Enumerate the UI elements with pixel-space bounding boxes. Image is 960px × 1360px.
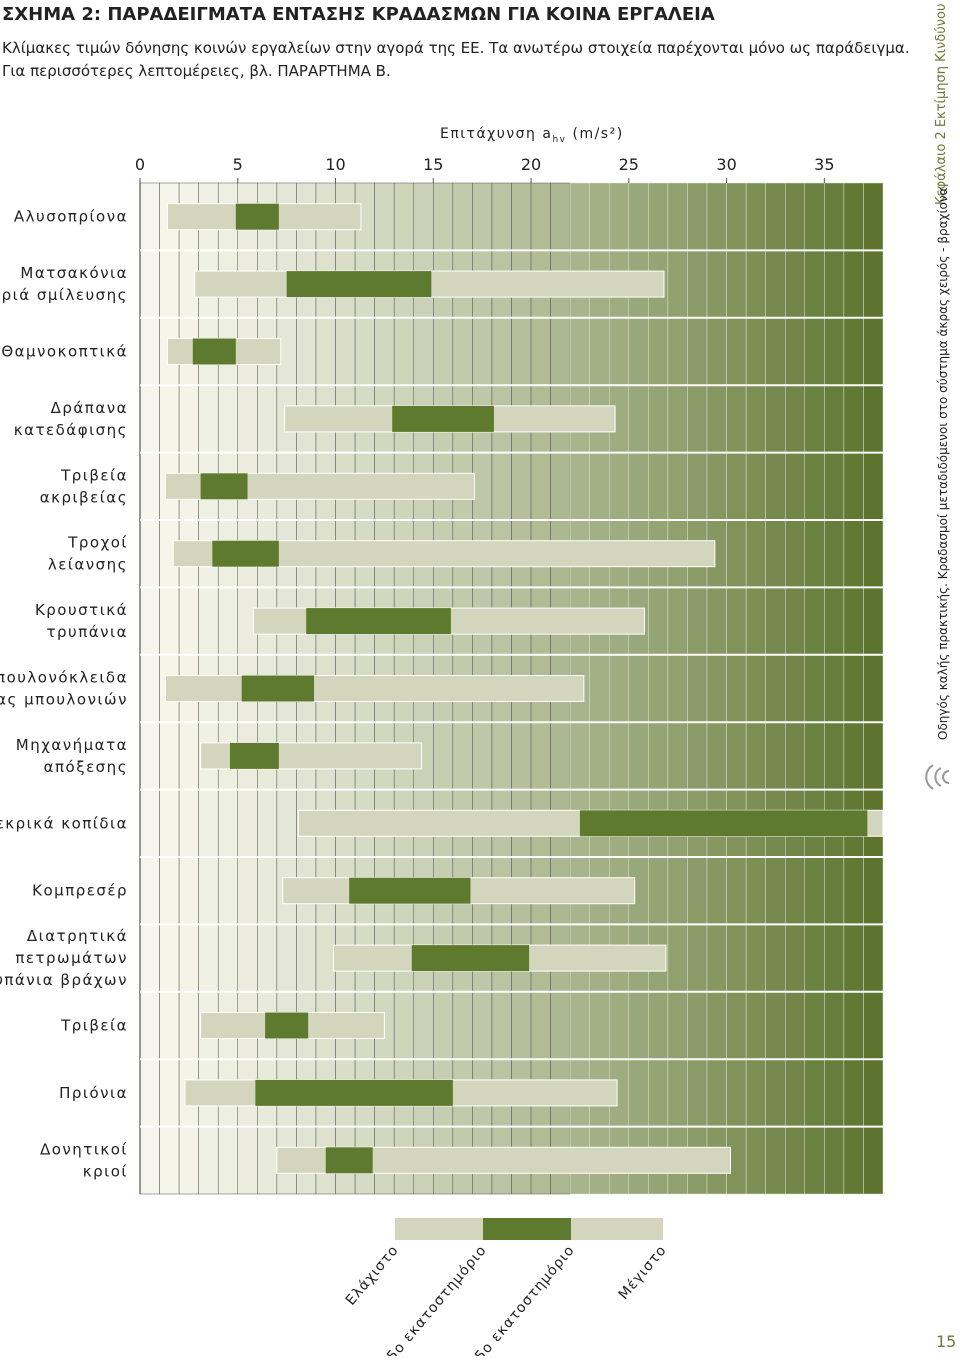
interquartile-bar — [306, 608, 451, 635]
subtitle-line: Κλίμακες τιμών δόνησης κοινών εργαλείων … — [2, 39, 910, 57]
guide-label: Οδηγός καλής πρακτικής. Κραδασμοί μεταδι… — [936, 187, 950, 740]
background-column — [667, 182, 688, 1195]
x-axis-label-main: Επιτάχυνση a — [440, 126, 552, 142]
legend-label: Μέγιστο — [616, 1242, 670, 1302]
interquartile-bar — [286, 271, 432, 298]
interquartile-bar — [200, 473, 248, 500]
x-tick-label: 20 — [521, 155, 541, 174]
x-tick-label: 15 — [423, 155, 443, 174]
category-label: Αλυσοπρίονα — [14, 208, 128, 226]
category-label: Θαμνοκοπτικά — [1, 343, 128, 361]
background-column — [863, 182, 884, 1195]
background-column — [804, 182, 825, 1195]
interquartile-bar — [411, 945, 530, 972]
x-tick-label: 0 — [135, 155, 145, 174]
category-label: Τροχοί — [67, 534, 128, 552]
x-axis-label: Επιτάχυνση ahv (m/s²) — [440, 126, 624, 145]
page-number: 15 — [936, 1332, 956, 1351]
category-label: Σφυριά σμίλευσης — [0, 286, 128, 304]
logo — [925, 764, 950, 790]
category-label: κατεδάφισης — [14, 421, 128, 439]
category-label: Δράπανα — [51, 399, 128, 417]
interquartile-bar — [192, 338, 236, 365]
subtitle-line: Για περισσότερες λεπτομέρειες, βλ. ΠΑΡΑΡ… — [2, 62, 391, 80]
category-label: Διατρητικά — [27, 927, 128, 945]
background-column — [765, 182, 786, 1195]
category-label: κριοί — [83, 1162, 128, 1180]
category-label: Μπουλονόκλειδα — [0, 669, 128, 687]
background-column — [139, 182, 160, 1195]
category-label: τρυπάνια — [47, 623, 129, 641]
category-label: λείανσης — [48, 556, 128, 574]
interquartile-bar — [325, 1147, 373, 1174]
interquartile-bar — [255, 1079, 453, 1106]
x-tick-label: 10 — [325, 155, 345, 174]
category-label: Κομπρεσέρ — [32, 882, 128, 900]
category-label: Κρουστικά — [35, 601, 128, 619]
x-tick-label: 30 — [716, 155, 736, 174]
category-label: Ηλεκρικά κοπίδια — [0, 814, 128, 832]
legend-iqr — [483, 1218, 571, 1240]
interquartile-bar — [212, 540, 279, 567]
background-column — [687, 182, 708, 1195]
category-label: Τριβεία — [60, 466, 128, 484]
background-column — [648, 182, 669, 1195]
x-axis-label-sub: hv — [552, 135, 566, 145]
interquartile-bar — [235, 203, 279, 230]
category-label: Πριόνια — [59, 1084, 128, 1102]
interquartile-bar — [241, 675, 315, 702]
x-axis-label-unit: (m/s²) — [572, 126, 623, 142]
x-tick-label: 5 — [233, 155, 243, 174]
category-label: απόξεσης — [44, 758, 128, 776]
category-label: Δονητικοί — [40, 1140, 128, 1158]
range-bar — [164, 675, 585, 702]
category-label: Εξολκέας μπουλονιών — [0, 691, 128, 709]
interquartile-bar — [579, 810, 868, 837]
category-label: πετρωμάτων — [15, 949, 128, 967]
category-label: Μηχανήματα — [16, 736, 128, 754]
interquartile-bar — [229, 742, 279, 769]
background-column — [824, 182, 845, 1195]
background-column — [706, 182, 727, 1195]
x-tick-label: 25 — [619, 155, 639, 174]
category-label: Τριβεία — [60, 1017, 128, 1035]
background-column — [628, 182, 649, 1195]
interquartile-bar — [349, 877, 471, 904]
category-label: ακριβείας — [40, 488, 128, 506]
x-tick-label: 35 — [814, 155, 834, 174]
legend-label: Ελάχιστο — [343, 1242, 402, 1308]
interquartile-bar — [265, 1012, 309, 1039]
title: ΣΧΗΜΑ 2: ΠΑΡΑΔΕΙΓΜΑΤΑ ΕΝΤΑΣΗΣ ΚΡΑΔΑΣΜΩΝ … — [2, 4, 715, 25]
chapter-label: Κεφάλαιο 2 Εκτίμηση Κινδύνου — [934, 4, 949, 205]
background-column — [589, 182, 610, 1195]
interquartile-bar — [392, 405, 494, 432]
background-column — [726, 182, 747, 1195]
background-column — [609, 182, 630, 1195]
background-column — [745, 182, 766, 1195]
category-label: Τρυπάνια βράχων — [0, 971, 128, 989]
background-column — [784, 182, 806, 1195]
category-label: Ματσακόνια — [20, 264, 128, 282]
background-column — [843, 182, 864, 1195]
